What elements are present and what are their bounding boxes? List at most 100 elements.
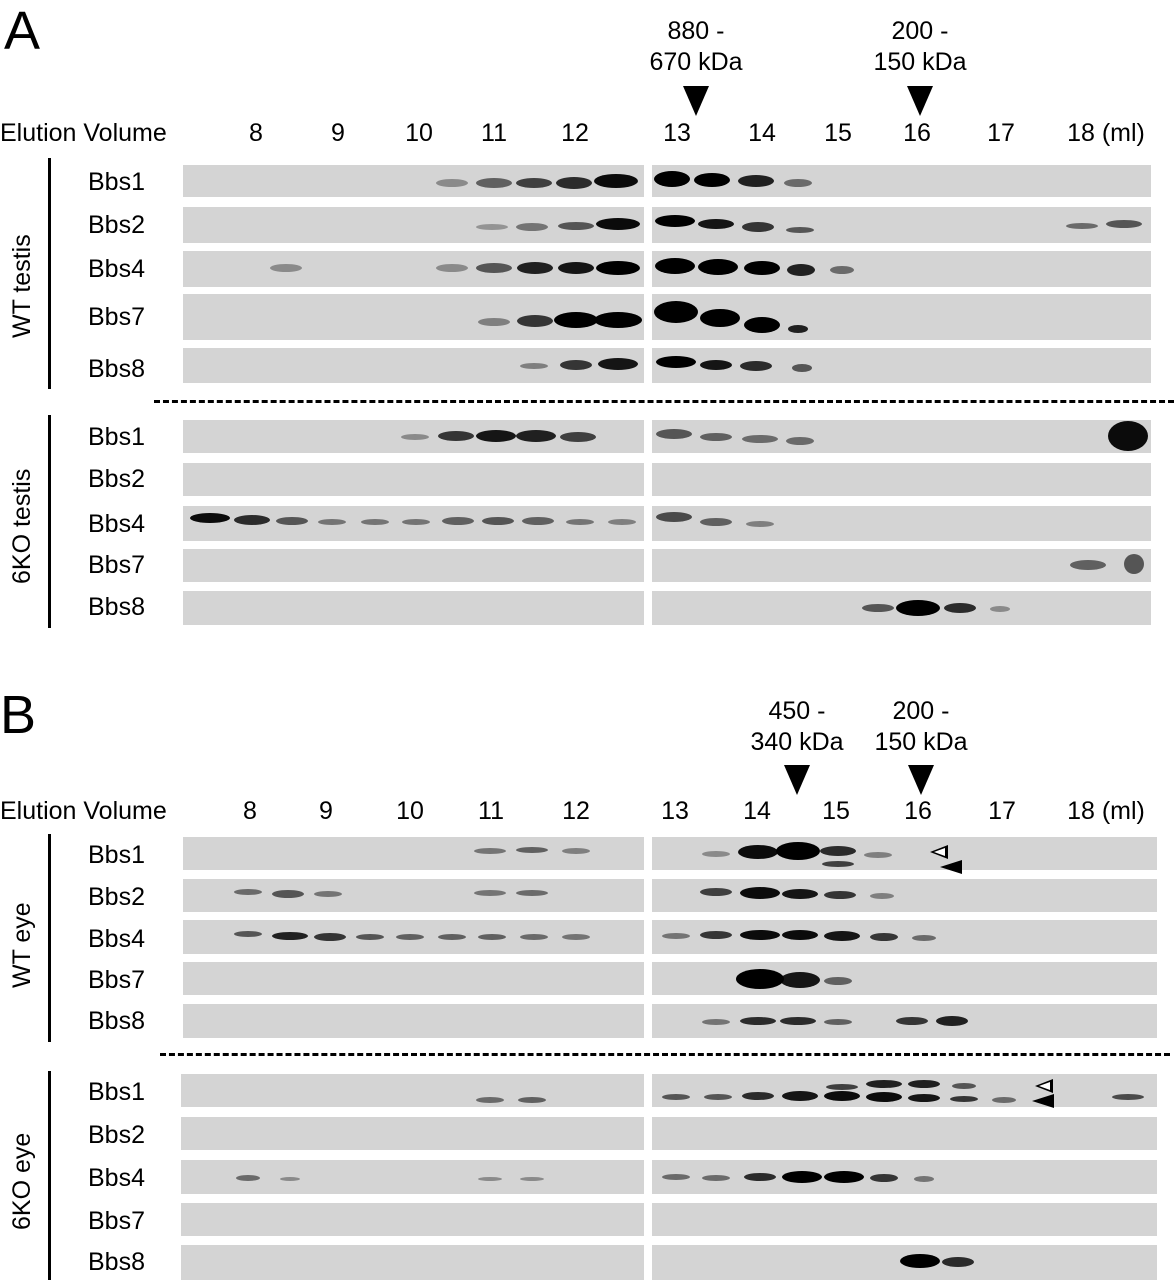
blot-band	[558, 262, 594, 274]
band-group	[190, 171, 1148, 1268]
blot-strip	[652, 1074, 1157, 1107]
row-label: Bbs2	[88, 1121, 145, 1149]
blot-strip	[181, 1245, 644, 1280]
blot-band	[562, 934, 590, 940]
blot-band	[662, 1094, 690, 1100]
blot-band	[942, 1257, 974, 1267]
blot-band	[700, 360, 732, 370]
blot-band	[356, 934, 384, 940]
blot-band	[272, 890, 304, 898]
blot-band	[782, 1091, 818, 1101]
blot-strip	[652, 1117, 1157, 1150]
blot-band	[272, 932, 308, 940]
panel-a-volume-tick: 17	[987, 119, 1015, 147]
blot-band	[516, 890, 548, 896]
blot-band	[870, 933, 898, 941]
blot-band	[476, 1097, 504, 1103]
panel-b-volume-tick: 16	[904, 797, 932, 825]
panel-b-marker-1: 450 - 340 kDa	[750, 696, 843, 758]
row-label: Bbs1	[88, 1078, 145, 1106]
blot-band	[474, 890, 506, 896]
panel-b-volume-tick: 11	[478, 797, 504, 825]
section-divider	[160, 1053, 1170, 1056]
blot-band	[824, 931, 860, 941]
blot-band	[702, 1019, 730, 1025]
blot-strip	[652, 920, 1157, 954]
blot-band	[700, 518, 732, 526]
blot-strip	[652, 1160, 1157, 1194]
blot-band	[442, 517, 474, 525]
blot-band	[792, 364, 812, 372]
blot-band	[866, 1092, 902, 1102]
blot-band	[782, 1171, 822, 1183]
panel-b-volume-tick: 14	[743, 797, 771, 825]
panel-b-volume-tick: 9	[319, 797, 333, 825]
panel-b-marker-1-line2: 340 kDa	[750, 728, 844, 756]
row-label: Bbs4	[88, 510, 145, 538]
panel-b-marker-2-line1: 200 -	[892, 697, 950, 725]
blot-strip	[183, 591, 644, 625]
blot-band	[694, 173, 730, 187]
blot-band	[478, 934, 506, 940]
panel-b-letter: B	[0, 685, 37, 745]
blot-band	[608, 519, 636, 525]
panel-a-volume-tick: 12	[561, 119, 589, 147]
blot-band	[598, 358, 638, 370]
blot-band	[870, 893, 894, 899]
blot-band	[276, 517, 308, 525]
blot-strip	[181, 1117, 644, 1150]
blot-strip	[181, 1203, 644, 1236]
blot-band	[944, 603, 976, 613]
panel-a-marker-1: 880 - 670 kDa	[649, 16, 742, 78]
row-label: Bbs2	[88, 465, 145, 493]
blot-strip	[652, 348, 1151, 383]
blot-strip	[652, 506, 1151, 541]
blot-strip	[183, 549, 644, 582]
blot-band	[782, 930, 818, 940]
blot-band	[1106, 220, 1142, 228]
blot-strip	[652, 165, 1151, 197]
blot-band	[740, 930, 780, 940]
blot-band	[478, 1177, 502, 1181]
blot-band	[742, 435, 778, 443]
blot-band	[558, 222, 594, 230]
blot-strip	[183, 879, 644, 912]
panel-b-volume-tick: 18 (ml)	[1067, 797, 1145, 825]
row-label: Bbs8	[88, 593, 145, 621]
blot-band	[234, 931, 262, 937]
blot-band	[236, 1175, 260, 1181]
panel-b-volume-tick: 8	[243, 797, 257, 825]
blot-band	[655, 215, 695, 227]
blot-band	[787, 264, 815, 276]
panel-a-volume-tick: 13	[663, 119, 691, 147]
blot-strip	[652, 420, 1151, 453]
section-divider	[154, 400, 1174, 403]
blot-band	[824, 1171, 864, 1183]
blot-band	[596, 218, 640, 230]
blot-strip	[183, 962, 644, 995]
blot-band	[516, 178, 552, 188]
6ko-testis-bracket	[48, 415, 51, 628]
blot-strip	[183, 1004, 644, 1038]
panel-a-volume-tick: 10	[405, 119, 433, 147]
blot-band	[780, 1017, 816, 1025]
blot-band	[914, 1176, 934, 1182]
blot-band	[826, 1084, 858, 1090]
blot-band	[742, 1092, 774, 1100]
blot-band	[1108, 421, 1148, 451]
open-arrowhead-icon	[1035, 1079, 1053, 1093]
row-label: Bbs1	[88, 423, 145, 451]
blot-strip	[183, 837, 644, 870]
blot-band	[698, 259, 738, 275]
panel-a-marker-2-line2: 150 kDa	[873, 48, 967, 76]
blot-band	[482, 517, 514, 525]
blot-band	[786, 437, 814, 445]
blot-band	[314, 933, 346, 941]
blot-band	[870, 1174, 898, 1182]
panel-b-marker-1-arrow-icon	[784, 765, 810, 795]
blot-band	[662, 1174, 690, 1180]
blot-band	[736, 969, 784, 989]
panel-b-marker-2: 200 - 150 kDa	[874, 696, 967, 758]
blot-strip	[652, 879, 1157, 912]
blot-band	[700, 931, 732, 939]
